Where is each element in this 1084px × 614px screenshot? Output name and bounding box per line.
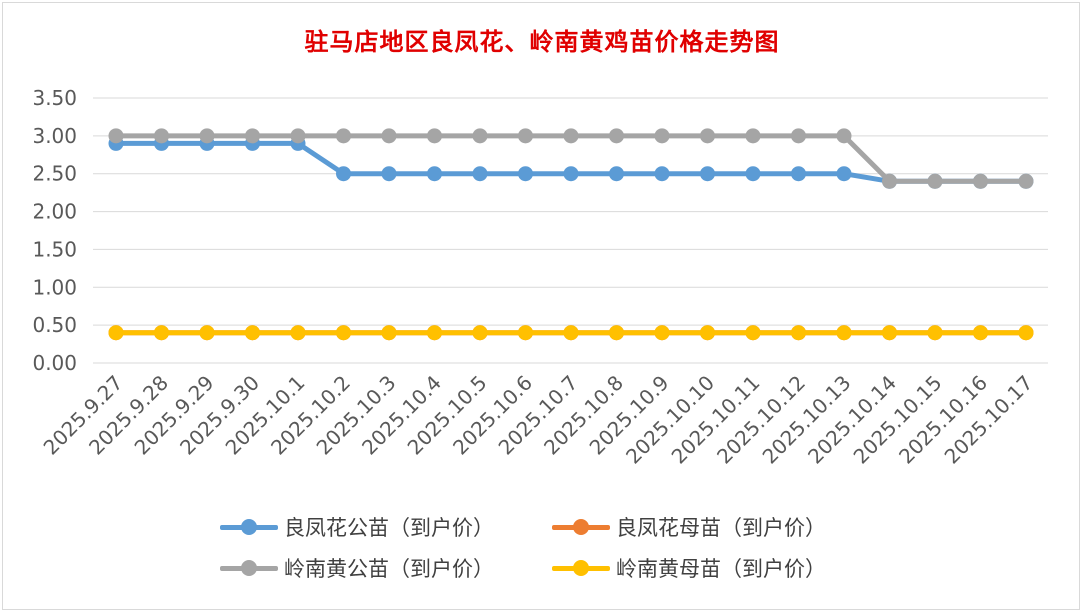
data-point: [700, 128, 715, 144]
data-point: [836, 166, 852, 182]
series-3: [108, 325, 1034, 341]
legend-swatch-series-1: [552, 512, 610, 542]
data-point: [154, 325, 169, 341]
y-tick-label: 0.00: [32, 351, 77, 375]
data-point: [427, 325, 442, 341]
legend-swatch-series-3: [552, 553, 610, 583]
data-point: [836, 325, 852, 341]
data-point: [336, 128, 351, 144]
y-tick-label: 3.50: [32, 86, 77, 110]
data-point: [791, 128, 806, 144]
data-point: [381, 166, 397, 182]
chart-title: 驻马店地区良凤花、岭南黄鸡苗价格走势图: [304, 27, 780, 56]
legend-swatch-series-2: [220, 553, 278, 583]
data-point: [518, 325, 533, 341]
data-point: [199, 128, 215, 144]
data-point: [199, 325, 215, 341]
data-point: [973, 325, 988, 341]
data-point: [745, 166, 761, 182]
data-point: [927, 325, 943, 341]
legend-item-series-0: 良凤花公苗（到户价）: [220, 512, 494, 542]
x-axis-tick-labels: 2025.9.272025.9.282025.9.292025.9.302025…: [39, 371, 1038, 469]
y-tick-label: 1.00: [32, 275, 77, 299]
legend-label-series-1: 良凤花母苗（到户价）: [616, 516, 826, 540]
data-point: [245, 325, 260, 341]
series-lines: [108, 128, 1034, 341]
data-point: [563, 128, 579, 144]
data-point: [427, 166, 442, 182]
y-tick-label: 1.50: [32, 237, 77, 261]
data-point: [927, 173, 943, 189]
legend-item-series-2: 岭南黄公苗（到户价）: [220, 553, 494, 583]
data-point: [518, 166, 533, 182]
data-point: [654, 166, 670, 182]
legend-label-series-2: 岭南黄公苗（到户价）: [284, 557, 494, 581]
data-point: [791, 166, 806, 182]
y-tick-label: 2.50: [32, 162, 77, 186]
series-2: [108, 128, 1034, 189]
data-point: [882, 325, 897, 341]
data-point: [336, 325, 351, 341]
data-point: [791, 325, 806, 341]
data-point: [381, 325, 397, 341]
legend-label-series-0: 良凤花公苗（到户价）: [284, 516, 494, 540]
data-point: [290, 128, 306, 144]
data-point: [472, 325, 488, 341]
legend-item-series-1: 良凤花母苗（到户价）: [552, 512, 826, 542]
data-point: [518, 128, 533, 144]
data-point: [836, 128, 852, 144]
data-point: [654, 325, 670, 341]
data-point: [472, 166, 488, 182]
data-point: [336, 166, 351, 182]
data-point: [472, 128, 488, 144]
data-point: [563, 166, 579, 182]
data-point: [1018, 173, 1034, 189]
data-point: [609, 128, 624, 144]
data-point: [654, 128, 670, 144]
data-point: [745, 128, 761, 144]
data-point: [745, 325, 761, 341]
data-point: [290, 325, 306, 341]
data-point: [108, 325, 124, 341]
data-point: [245, 128, 260, 144]
y-tick-label: 3.00: [32, 124, 77, 148]
y-tick-label: 2.00: [32, 200, 77, 224]
legend-item-series-3: 岭南黄母苗（到户价）: [552, 553, 826, 583]
legend-swatch-series-0: [220, 512, 278, 542]
y-tick-label: 0.50: [32, 313, 77, 337]
data-point: [1018, 325, 1034, 341]
y-axis-tick-labels: 0.00 0.50 1.00 1.50 2.00 2.50 3.00 3.50: [32, 86, 77, 375]
data-point: [973, 173, 988, 189]
data-point: [700, 166, 715, 182]
data-point: [609, 325, 624, 341]
data-point: [563, 325, 579, 341]
data-point: [427, 128, 442, 144]
data-point: [609, 166, 624, 182]
data-point: [381, 128, 397, 144]
legend-label-series-3: 岭南黄母苗（到户价）: [616, 557, 826, 581]
data-point: [700, 325, 715, 341]
data-point: [108, 128, 124, 144]
data-point: [154, 128, 169, 144]
data-point: [882, 173, 897, 189]
